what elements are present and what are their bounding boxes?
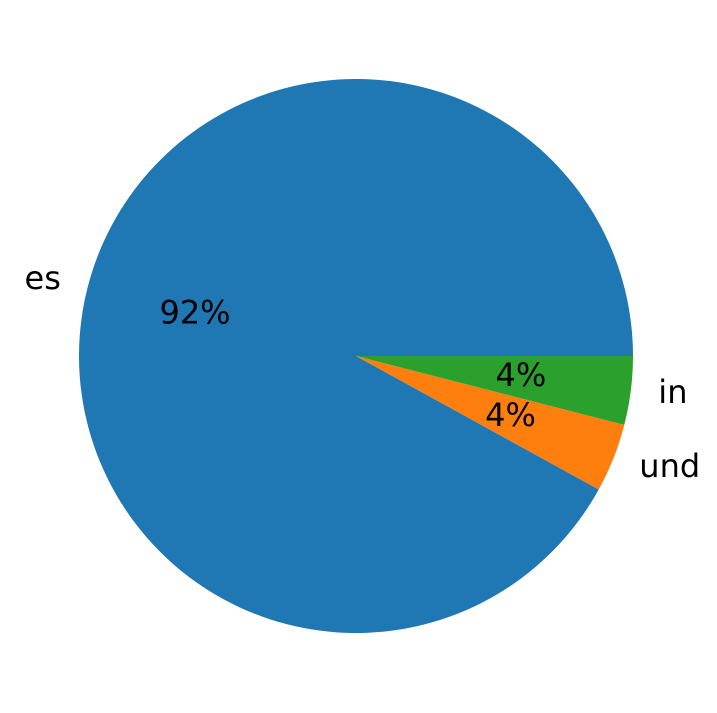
percent-label: 4% bbox=[496, 356, 547, 394]
slice-label: in bbox=[658, 373, 687, 411]
percent-label: 92% bbox=[159, 294, 230, 332]
pie-slice bbox=[356, 356, 633, 425]
slice-label: und bbox=[639, 447, 700, 485]
percent-label: 4% bbox=[485, 396, 536, 434]
pie-slice bbox=[356, 356, 625, 490]
pie-slice bbox=[79, 79, 634, 634]
slice-label: es bbox=[25, 259, 61, 297]
